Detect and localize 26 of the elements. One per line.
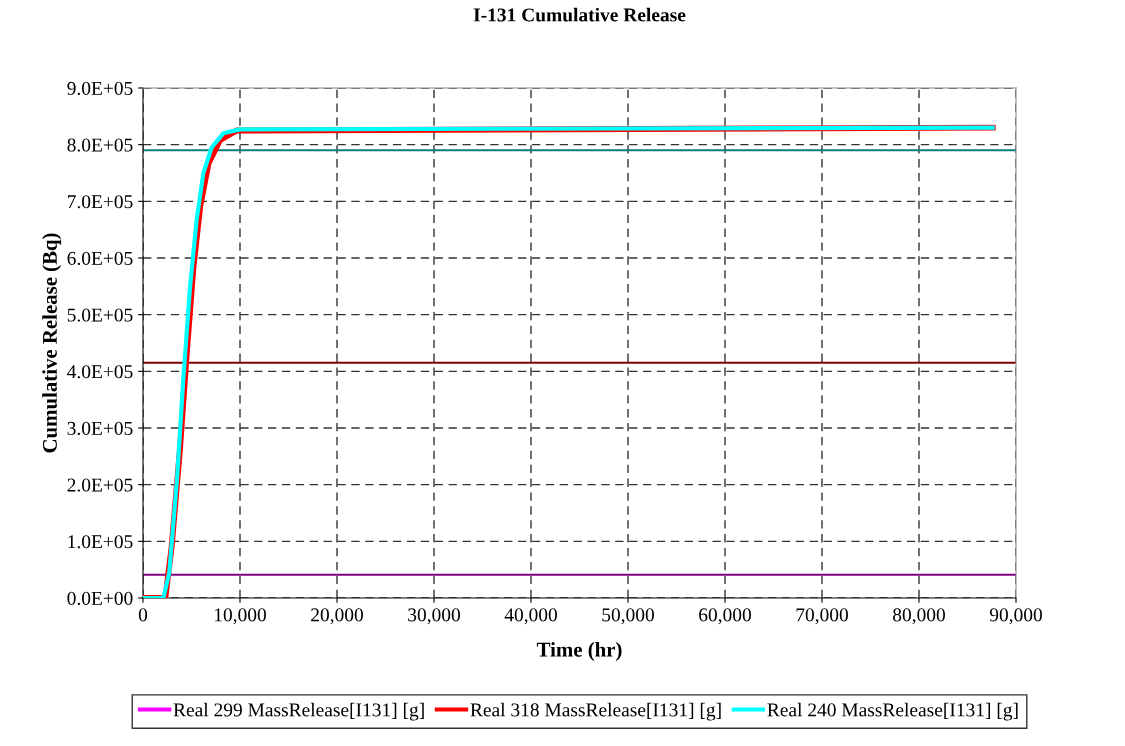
y-tick-label: 7.0E+05 <box>67 195 133 209</box>
y-axis-title: Cumulative Release (Bq) <box>42 233 62 453</box>
x-tick-label: 20,000 <box>311 608 363 625</box>
y-tick-label: 8.0E+05 <box>67 138 133 152</box>
x-axis-title: Time (hr) <box>536 642 622 661</box>
x-tick-label: 70,000 <box>796 608 848 625</box>
y-tick-label: 2.0E+05 <box>67 478 133 492</box>
y-tick-label: 6.0E+05 <box>67 251 133 266</box>
x-tick-label: 40,000 <box>504 608 557 625</box>
y-tick-label: 1.0E+05 <box>68 535 133 549</box>
y-tick-label: 9.0E+05 <box>67 81 133 96</box>
y-tick-label: 4.0E+05 <box>67 365 133 379</box>
chart-title: I-131 Cumulative Release <box>473 7 686 22</box>
legend-label: Real 299 MassRelease[I131] [g] <box>173 702 424 721</box>
x-tick-label: 0 <box>138 608 148 622</box>
x-tick-label: 90,000 <box>989 608 1042 625</box>
legend-label: Real 318 MassRelease[I131] [g] <box>470 702 721 721</box>
x-tick-label: 80,000 <box>893 608 945 625</box>
y-tick-label: 3.0E+05 <box>67 421 133 436</box>
x-tick-label: 30,000 <box>408 608 460 625</box>
x-tick-label: 50,000 <box>602 608 654 625</box>
legend-label: Real 240 MassRelease[I131] [g] <box>767 702 1018 721</box>
y-tick-label: 5.0E+05 <box>67 308 133 322</box>
y-tick-label: 0.0E+00 <box>67 591 133 606</box>
x-tick-label: 60,000 <box>699 608 751 625</box>
x-tick-label: 10,000 <box>214 608 266 625</box>
